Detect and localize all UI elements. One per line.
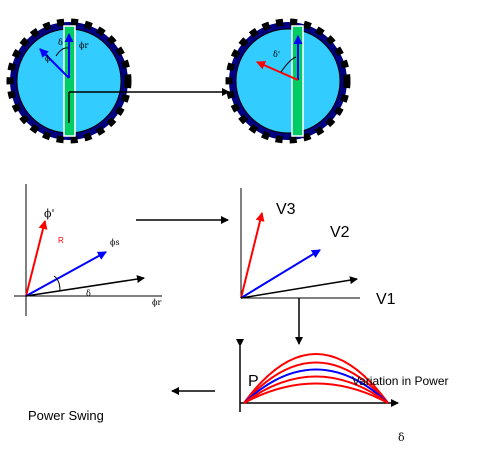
phasor-left-phi-s-label: ϕs <box>110 238 120 247</box>
rotor-left: δ ϕr ϕ <box>6 18 132 144</box>
phasor-right: V3 V2 V1 <box>240 188 396 308</box>
rotor-left-delta-label: δ <box>58 38 63 47</box>
phasor-left-phi-prime-label: ϕ' <box>44 207 55 220</box>
power-plot: P Variation in Power δ <box>236 339 449 444</box>
power-curve-4 <box>243 375 389 404</box>
rotor-right-slot <box>291 25 304 137</box>
power-curve-5 <box>243 382 389 404</box>
rotor-left-slanted-vector <box>39 48 70 79</box>
phasor-right-v1-label: V1 <box>376 291 396 308</box>
phasor-right-v2-vector <box>240 249 321 299</box>
power-swing-caption: Power Swing <box>28 408 104 423</box>
power-plot-x-label: δ <box>398 431 405 444</box>
phasor-left-black-vector <box>25 275 145 297</box>
power-curve-2 <box>243 361 389 404</box>
phasor-left-phi-r-label: ϕr <box>152 298 161 307</box>
power-curve-3 <box>243 368 389 404</box>
rotor-right-face <box>235 28 341 134</box>
phasor-left: ϕ' R ϕs δ ϕr <box>14 184 162 316</box>
phasor-left-red-vector <box>25 220 48 297</box>
phasor-right-v3-vector <box>240 212 265 299</box>
rotor-right-teeth <box>225 18 351 144</box>
rotor-left-phi-label: ϕ <box>45 54 51 63</box>
phasor-right-v1-vector <box>240 276 358 299</box>
phasor-right-v2-label: V2 <box>330 224 350 241</box>
phasor-left-red-label: R <box>58 236 64 245</box>
rotor-right: δ' <box>225 18 351 144</box>
rotor-right-angle-arc <box>280 56 297 73</box>
phasor-right-v3-label: V3 <box>276 201 296 218</box>
rotor-left-teeth <box>6 18 132 144</box>
phasor-left-blue-vector <box>25 251 107 297</box>
power-plot-y-label: P <box>248 373 259 390</box>
rotor-left-angle-arc <box>55 47 69 57</box>
phasor-left-angle-arc <box>53 275 61 292</box>
rotor-right-delta-label: δ' <box>273 50 280 59</box>
power-curve-1 <box>243 353 389 404</box>
rotor-right-red-vector <box>256 61 299 81</box>
power-variation-annotation: Variation in Power <box>352 374 449 388</box>
rotor-left-slot <box>63 25 76 137</box>
phasor-left-delta-label: δ <box>86 289 91 298</box>
rotor-left-phi-r-label: ϕr <box>79 41 88 50</box>
